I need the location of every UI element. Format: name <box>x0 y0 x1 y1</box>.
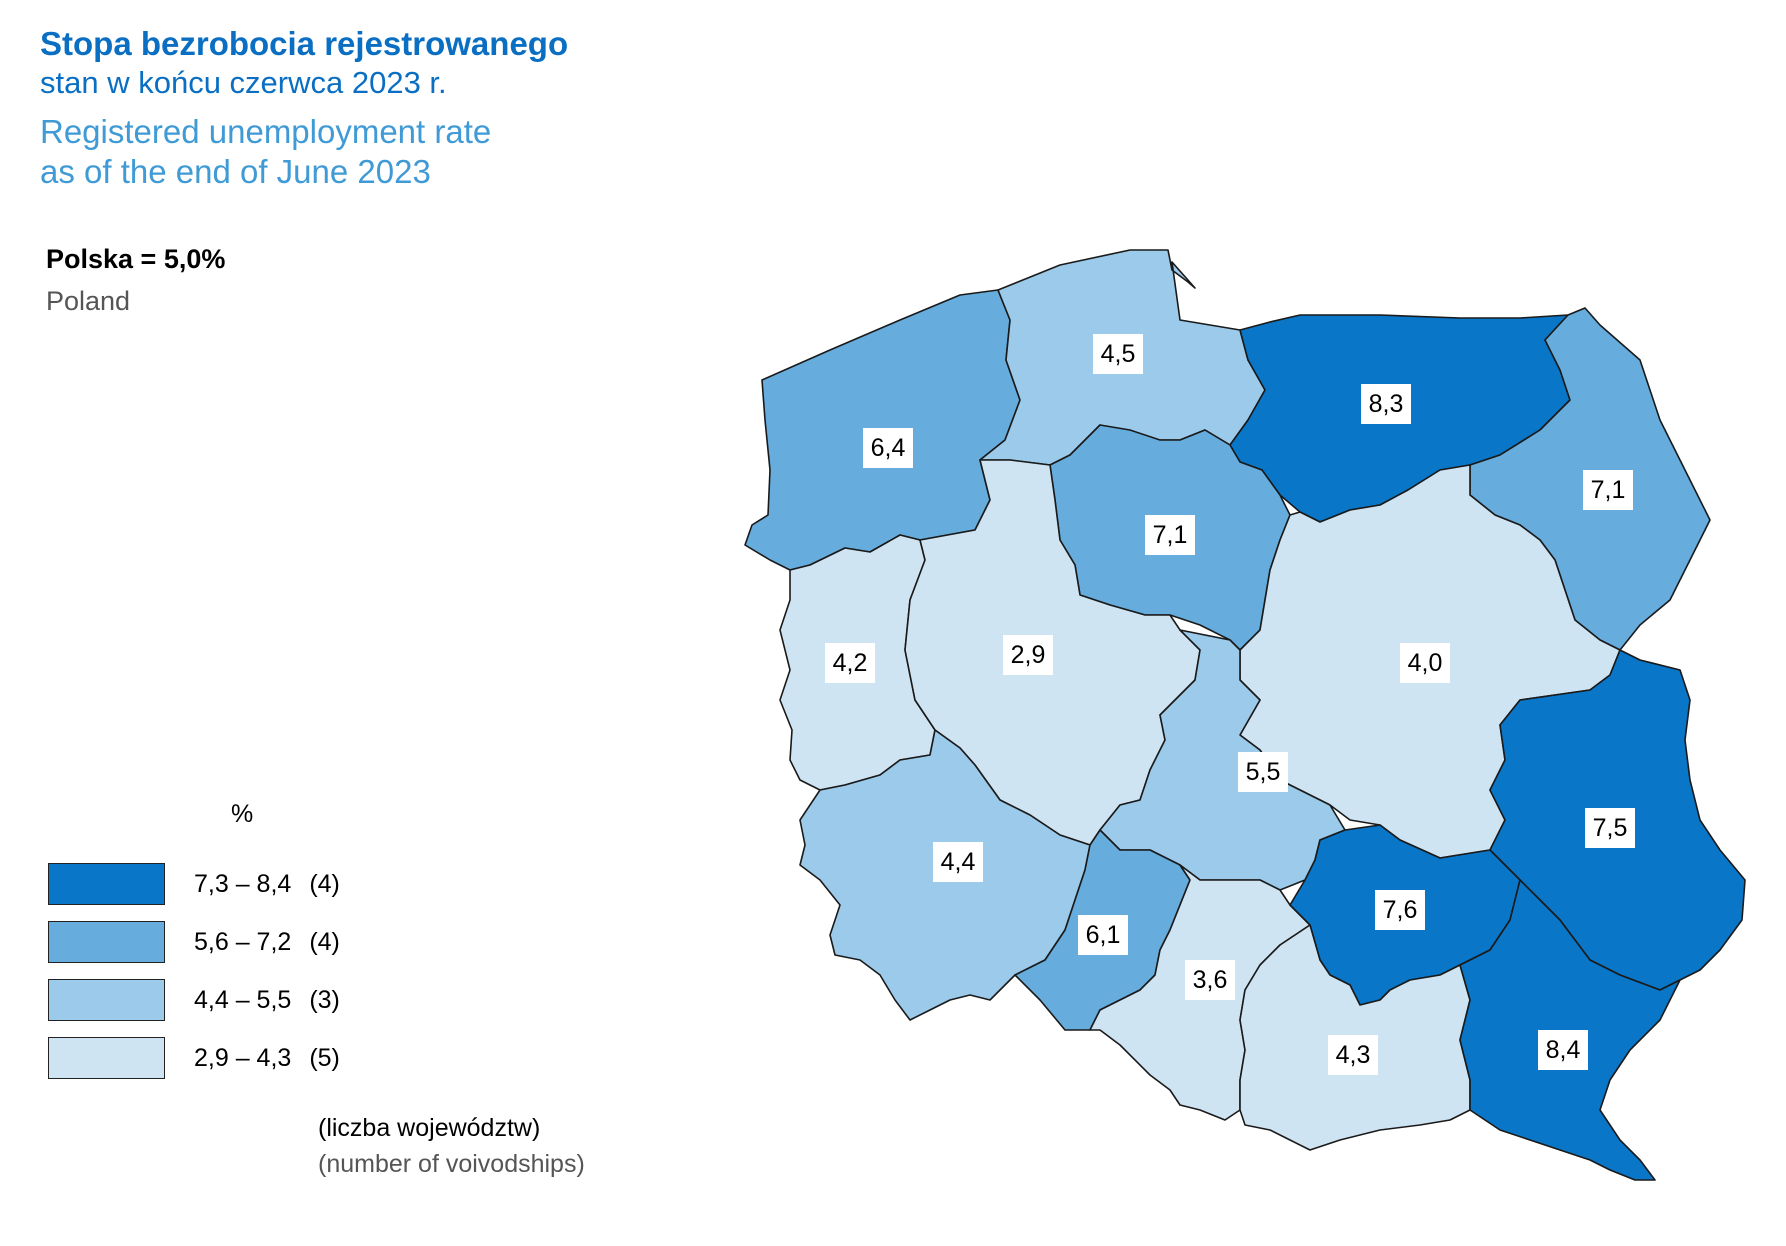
legend-range: 2,9 – 4,3 <box>194 1043 292 1072</box>
value-label: 2,9 <box>1011 641 1046 669</box>
region-dolnoslaskie[interactable]: 4,4 <box>799 729 1091 1021</box>
region-warminsko-mazurskie[interactable]: 8,3 <box>1229 314 1571 523</box>
legend-count: (3) <box>309 985 340 1014</box>
value-label-box <box>1585 808 1635 848</box>
region-lubelskie[interactable]: 7,5 <box>1489 649 1746 991</box>
value-label: 8,3 <box>1369 390 1404 418</box>
value-label: 7,1 <box>1153 521 1188 549</box>
legend-swatch <box>48 921 165 963</box>
value-label: 4,0 <box>1408 649 1443 677</box>
title-pl: Stopa bezrobocia rejestrowanego <box>40 25 569 62</box>
value-label-box <box>1145 515 1195 555</box>
legend-count: (5) <box>309 1043 340 1072</box>
subtitle-en: as of the end of June 2023 <box>40 153 431 190</box>
legend-range: 7,3 – 8,4 <box>194 869 292 898</box>
value-label: 7,6 <box>1383 896 1418 924</box>
legend-row: 4,4 – 5,5 (3) <box>48 978 408 1022</box>
value-label: 5,5 <box>1246 758 1281 786</box>
region-podkarpackie[interactable]: 8,4 <box>1459 879 1681 1181</box>
title-en: Registered unemployment rate <box>40 113 492 150</box>
legend-swatch <box>48 1037 165 1079</box>
value-label-box <box>1238 752 1288 792</box>
value-label: 3,6 <box>1193 966 1228 994</box>
value-label-box <box>1400 643 1450 683</box>
legend-swatch <box>48 863 165 905</box>
subtitle-pl: stan w końcu czerwca 2023 r. <box>40 65 447 100</box>
value-label: 7,1 <box>1591 476 1626 504</box>
legend-note-pl: (liczba województw) <box>318 1114 541 1142</box>
legend-count: (4) <box>309 869 340 898</box>
value-label-box <box>825 643 875 683</box>
legend-row: 7,3 – 8,4 (4) <box>48 862 408 906</box>
region-podlaskie[interactable]: 7,1 <box>1469 307 1711 651</box>
region-lubuskie[interactable]: 4,2 <box>779 534 936 791</box>
region-opolskie[interactable]: 6,1 <box>1014 829 1191 1031</box>
legend-range: 4,4 – 5,5 <box>194 985 292 1014</box>
region-zachodniopomorskie[interactable]: 6,4 <box>744 289 1021 571</box>
legend-note: (liczba województw) (number of voivodshi… <box>318 1110 585 1182</box>
value-label: 4,4 <box>941 848 976 876</box>
value-label-box <box>1078 915 1128 955</box>
legend-swatch <box>48 979 165 1021</box>
value-label-box <box>1185 960 1235 1000</box>
value-label: 4,3 <box>1336 1041 1371 1069</box>
legend-note-en: (number of voivodships) <box>318 1150 585 1178</box>
legend-items: 7,3 – 8,4 (4) 5,6 – 7,2 (4) 4,4 – 5,5 (3… <box>48 862 408 1094</box>
value-label-box <box>1583 470 1633 510</box>
legend-count: (4) <box>309 927 340 956</box>
value-label-box <box>1538 1030 1588 1070</box>
region-lodzkie[interactable]: 5,5 <box>1099 629 1346 891</box>
title-block: Stopa bezrobocia rejestrowanego stan w k… <box>40 24 568 192</box>
value-label: 6,1 <box>1086 921 1121 949</box>
value-label-box <box>1375 890 1425 930</box>
legend-row: 2,9 – 4,3 (5) <box>48 1036 408 1080</box>
region-pomorskie[interactable]: 4,5 <box>979 249 1266 466</box>
national-rate-en: Poland <box>46 286 131 316</box>
value-label: 4,5 <box>1101 340 1136 368</box>
value-label-box <box>1328 1035 1378 1075</box>
value-label: 8,4 <box>1546 1036 1581 1064</box>
value-label: 4,2 <box>833 649 868 677</box>
national-rate-pl: Polska = 5,0% <box>46 244 226 274</box>
legend-unit: % <box>231 800 254 828</box>
legend-range: 5,6 – 7,2 <box>194 927 292 956</box>
value-label: 7,5 <box>1593 814 1628 842</box>
value-label-box <box>863 428 913 468</box>
value-label-box <box>1361 384 1411 424</box>
national-rate: Polska = 5,0% Poland <box>46 240 225 320</box>
value-label-box <box>933 842 983 882</box>
region-mazowieckie[interactable]: 4,0 <box>1239 464 1621 859</box>
value-label-box <box>1093 334 1143 374</box>
value-label-box <box>1003 635 1053 675</box>
legend-row: 5,6 – 7,2 (4) <box>48 920 408 964</box>
value-label: 6,4 <box>871 434 906 462</box>
